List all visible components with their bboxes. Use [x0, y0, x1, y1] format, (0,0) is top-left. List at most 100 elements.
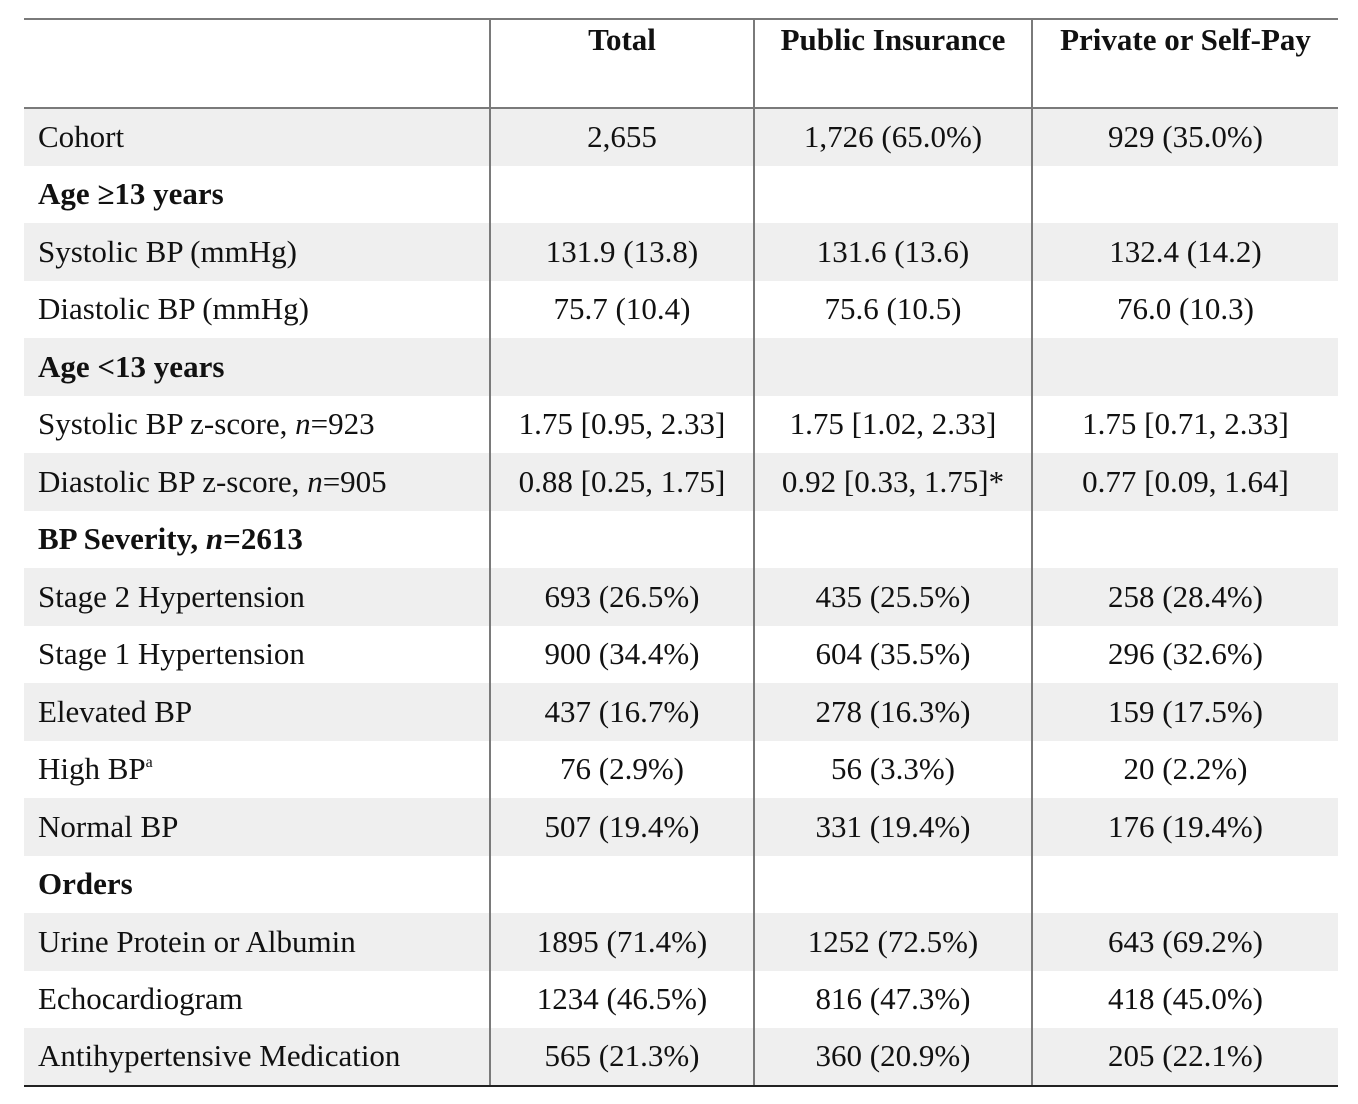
cell-total: 76 (2.9%)	[489, 740, 754, 798]
data-table: Total Public Insurance Private or Self-P…	[24, 18, 1338, 1087]
table-row: Systolic BP (mmHg) 131.9 (13.8) 131.6 (13.…	[24, 223, 1338, 281]
cell-total	[489, 338, 754, 396]
header-cell-total: Total	[489, 18, 754, 109]
header-row: Total Public Insurance Private or Self-P…	[24, 18, 1338, 109]
row-label-text: Orders	[38, 866, 133, 902]
table-row: Antihypertensive Medication 565 (21.3%) 36…	[24, 1028, 1338, 1087]
row-label-italic: n	[295, 406, 311, 442]
cell-private-self-pay: 0.77 [0.09, 1.64]	[1031, 453, 1338, 511]
cell-private-self-pay: 296 (32.6%)	[1031, 625, 1338, 683]
table-row: Normal BP 507 (19.4%) 331 (19.4%) 176 (19.4…	[24, 798, 1338, 856]
cell-private-self-pay: 205 (22.1%)	[1031, 1028, 1338, 1087]
cell-private-self-pay: 418 (45.0%)	[1031, 970, 1338, 1028]
row-label: Elevated BP	[24, 683, 490, 741]
cell-public-insurance: 1,726 (65.0%)	[753, 108, 1032, 166]
cell-public-insurance	[753, 165, 1032, 223]
row-label: Stage 2 Hypertension	[24, 568, 490, 626]
row-label-suffix: =905	[322, 463, 387, 499]
cell-private-self-pay: 1.75 [0.71, 2.33]	[1031, 395, 1338, 453]
cell-private-self-pay: 159 (17.5%)	[1031, 683, 1338, 741]
cell-public-insurance	[753, 338, 1032, 396]
header-cell-public-insurance: Public Insurance	[753, 18, 1032, 109]
table-row: Stage 1 Hypertension 900 (34.4%) 604 (35.5…	[24, 625, 1338, 683]
section-label: Age <13 years	[24, 338, 490, 396]
row-label: High BPa	[24, 741, 490, 799]
table-body: Cohort 2,655 1,726 (65.0%) 929 (35.0%) Age ≥…	[24, 108, 1338, 1087]
row-label: Cohort	[24, 108, 490, 166]
header-cell-empty	[24, 18, 490, 109]
section-label: Age ≥13 years	[24, 166, 490, 224]
section-label: BP Severity, n=2613	[24, 511, 490, 569]
row-label: Echocardiogram	[24, 971, 490, 1029]
cell-total: 693 (26.5%)	[489, 568, 754, 626]
row-label-text: Urine Protein or Albumin	[38, 923, 356, 959]
cell-public-insurance: 75.6 (10.5)	[753, 280, 1032, 338]
cell-private-self-pay: 20 (2.2%)	[1031, 740, 1338, 798]
cell-public-insurance: 331 (19.4%)	[753, 798, 1032, 856]
table-row: Stage 2 Hypertension 693 (26.5%) 435 (25.5…	[24, 568, 1338, 626]
cell-public-insurance: 604 (35.5%)	[753, 625, 1032, 683]
table-row: Elevated BP 437 (16.7%) 278 (16.3%) 159 (17…	[24, 683, 1338, 741]
cell-public-insurance: 278 (16.3%)	[753, 683, 1032, 741]
cell-total	[489, 855, 754, 913]
table-row: Urine Protein or Albumin 1895 (71.4%) 1252…	[24, 913, 1338, 971]
cell-private-self-pay	[1031, 165, 1338, 223]
row-label: Diastolic BP (mmHg)	[24, 281, 490, 339]
cell-private-self-pay: 258 (28.4%)	[1031, 568, 1338, 626]
header-cell-private-self-pay: Private or Self-Pay	[1031, 18, 1338, 109]
row-label: Systolic BP (mmHg)	[24, 223, 490, 281]
cell-private-self-pay: 929 (35.0%)	[1031, 108, 1338, 166]
section-row: Age <13 years	[24, 338, 1338, 396]
cell-private-self-pay: 176 (19.4%)	[1031, 798, 1338, 856]
row-label-text: Systolic BP (mmHg)	[38, 233, 297, 269]
table-row: Systolic BP z-score, n=923 1.75 [0.95, 2.…	[24, 395, 1338, 454]
row-label-text: Elevated BP	[38, 693, 193, 729]
cell-public-insurance	[753, 855, 1032, 913]
cell-public-insurance: 0.92 [0.33, 1.75]*	[753, 453, 1032, 511]
cell-public-insurance: 56 (3.3%)	[753, 740, 1032, 798]
row-label: Normal BP	[24, 798, 490, 856]
cell-public-insurance: 816 (47.3%)	[753, 970, 1032, 1028]
table-row: High BPa 76 (2.9%) 56 (3.3%) 20 (2.2%)	[24, 740, 1338, 799]
cell-total: 131.9 (13.8)	[489, 223, 754, 281]
cell-private-self-pay: 76.0 (10.3)	[1031, 280, 1338, 338]
table-row: Diastolic BP z-score, n=905 0.88 [0.25, 1…	[24, 453, 1338, 511]
row-label-text: Systolic BP z-score,	[38, 406, 296, 442]
cell-private-self-pay	[1031, 510, 1338, 568]
row-label: Systolic BP z-score, n=923	[24, 396, 490, 454]
row-label-text: Diastolic BP z-score,	[38, 463, 308, 499]
row-label-suffix: =923	[310, 406, 375, 442]
table-row: Echocardiogram 1234 (46.5%) 816 (47.3%) 418…	[24, 970, 1338, 1029]
row-label-text: Diastolic BP (mmHg)	[38, 291, 309, 327]
cell-total: 565 (21.3%)	[489, 1028, 754, 1087]
cell-total	[489, 510, 754, 568]
row-label-text: Stage 1 Hypertension	[38, 636, 305, 672]
section-row: Age ≥13 years	[24, 165, 1338, 224]
row-label: Diastolic BP z-score, n=905	[24, 453, 490, 511]
cell-public-insurance: 131.6 (13.6)	[753, 223, 1032, 281]
cell-total: 2,655	[489, 108, 754, 166]
row-label-text: Age ≥13 years	[38, 176, 224, 212]
section-label: Orders	[24, 856, 490, 914]
row-label-italic: n	[307, 463, 323, 499]
cell-total: 507 (19.4%)	[489, 798, 754, 856]
cell-public-insurance: 360 (20.9%)	[753, 1028, 1032, 1087]
row-label-italic: n	[205, 521, 224, 557]
cell-total: 1895 (71.4%)	[489, 913, 754, 971]
section-row: BP Severity, n=2613	[24, 510, 1338, 569]
row-label-suffix: =2613	[223, 521, 303, 557]
row-label-text: Normal BP	[38, 808, 179, 844]
row-label-text: Age <13 years	[38, 348, 225, 384]
table-header: Total Public Insurance Private or Self-P…	[24, 18, 1338, 109]
table-row: Diastolic BP (mmHg) 75.7 (10.4) 75.6 (10.5…	[24, 280, 1338, 339]
section-row: Orders	[24, 855, 1338, 914]
row-label-text: Stage 2 Hypertension	[38, 578, 305, 614]
cell-private-self-pay: 132.4 (14.2)	[1031, 223, 1338, 281]
cell-public-insurance: 435 (25.5%)	[753, 568, 1032, 626]
cell-private-self-pay	[1031, 855, 1338, 913]
cell-total: 0.88 [0.25, 1.75]	[489, 453, 754, 511]
cell-public-insurance: 1252 (72.5%)	[753, 913, 1032, 971]
table-row: Cohort 2,655 1,726 (65.0%) 929 (35.0%)	[24, 108, 1338, 166]
row-label-text: BP Severity,	[38, 521, 206, 557]
row-label: Antihypertensive Medication	[24, 1028, 490, 1087]
